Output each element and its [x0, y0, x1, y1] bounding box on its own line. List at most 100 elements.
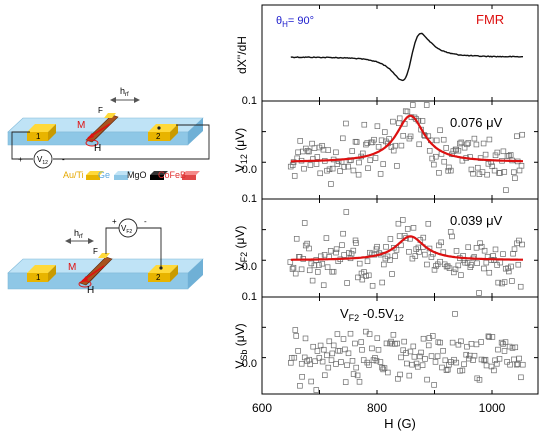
data-point: [452, 266, 459, 273]
fit-line: [290, 235, 523, 261]
data-point: [481, 265, 487, 272]
data-point: [412, 253, 419, 259]
data-point: [442, 357, 449, 364]
data-point: [349, 148, 355, 154]
data-point: [466, 355, 472, 362]
data-point: [506, 153, 512, 159]
data-point: [380, 366, 386, 373]
voltmeter-f2-minus: -: [144, 217, 147, 226]
contact-2-label: 2: [156, 132, 161, 141]
data-point: [327, 248, 334, 254]
theta-annotation: θH= 90°: [276, 15, 314, 29]
data-point: [507, 152, 514, 158]
data-point: [443, 145, 449, 151]
data-point: [439, 364, 445, 371]
data-point: [325, 147, 331, 153]
data-point: [326, 338, 333, 345]
data-point: [299, 374, 305, 380]
data-point: [512, 175, 518, 181]
data-point: [515, 261, 522, 268]
data-point: [511, 246, 518, 252]
data-point: [394, 340, 400, 347]
fmr-ylabel: dX''/dH: [235, 36, 249, 74]
data-point: [292, 327, 299, 333]
data-point: [338, 359, 344, 365]
data-point: [293, 333, 299, 339]
data-point: [378, 137, 385, 144]
data-point: [350, 247, 357, 254]
data-point: [512, 344, 519, 351]
data-point: [407, 348, 414, 355]
stacked-panels: θH= 90° FMR dX''/dH 0.076 μV V12 (μV) 0.…: [233, 4, 539, 431]
data-point: [361, 269, 367, 275]
data-point: [435, 339, 442, 345]
data-point: [311, 262, 318, 269]
h-label-2: H: [87, 285, 94, 296]
data-point: [471, 135, 478, 142]
data-point: [306, 267, 313, 274]
data-point: [304, 148, 311, 154]
data-point: [298, 266, 305, 273]
wire-f2-right: [137, 227, 162, 268]
data-point: [440, 348, 446, 354]
voltmeter-12-minus: -: [62, 155, 65, 164]
data-point: [426, 148, 433, 154]
contact-2b-side: [170, 265, 178, 282]
vf2-ytick-zero: 0.0: [242, 261, 257, 273]
data-point: [371, 136, 377, 143]
data-point: [480, 140, 487, 147]
data-point: [513, 361, 520, 368]
data-point: [367, 157, 373, 163]
data-point: [415, 244, 422, 251]
data-point: [403, 350, 409, 356]
hrf-arrow-right-2: [88, 238, 94, 244]
data-point: [340, 135, 346, 142]
data-point: [481, 247, 488, 254]
data-point: [374, 335, 381, 341]
data-point: [514, 133, 520, 139]
precession-ellipse: [85, 139, 99, 147]
data-point: [329, 350, 336, 357]
data-point: [431, 161, 437, 168]
data-point: [377, 171, 384, 177]
data-point: [428, 353, 435, 359]
data-point: [500, 148, 507, 155]
data-point: [333, 249, 339, 256]
data-point: [315, 269, 321, 275]
data-point: [319, 260, 326, 267]
data-point: [415, 364, 421, 370]
data-point: [383, 244, 389, 250]
data-point: [498, 339, 505, 346]
hrf-label-2: hrf: [74, 228, 83, 240]
data-point: [406, 249, 412, 255]
data-point: [389, 271, 395, 277]
data-point: [340, 230, 346, 237]
data-point: [434, 353, 441, 359]
legend-label-ge: Ge: [98, 170, 110, 180]
data-point: [401, 338, 407, 345]
legend-swatch-auti-front: [86, 175, 100, 180]
xtick-800: 800: [367, 401, 387, 415]
x-axis-label: H (G): [384, 416, 416, 431]
data-point: [319, 143, 325, 149]
data-point: [366, 362, 372, 368]
data-point: [449, 233, 455, 240]
data-point: [464, 141, 470, 148]
legend-swatch-ge-front: [114, 175, 128, 180]
v12-ytick-top: 0.1: [242, 95, 257, 107]
data-point: [428, 254, 435, 260]
data-point: [423, 102, 430, 108]
data-point: [369, 345, 375, 352]
data-point: [309, 277, 316, 284]
voltmeter-f2: [118, 218, 138, 238]
legend-label-mgo: MgO: [127, 170, 147, 180]
data-point: [328, 181, 334, 187]
data-point: [379, 279, 385, 286]
fmr-line: [290, 32, 523, 82]
data-point: [437, 127, 443, 133]
data-point: [501, 348, 508, 354]
data-point: [453, 248, 460, 254]
data-point: [464, 343, 470, 350]
data-point: [349, 358, 356, 364]
data-point: [494, 361, 500, 367]
